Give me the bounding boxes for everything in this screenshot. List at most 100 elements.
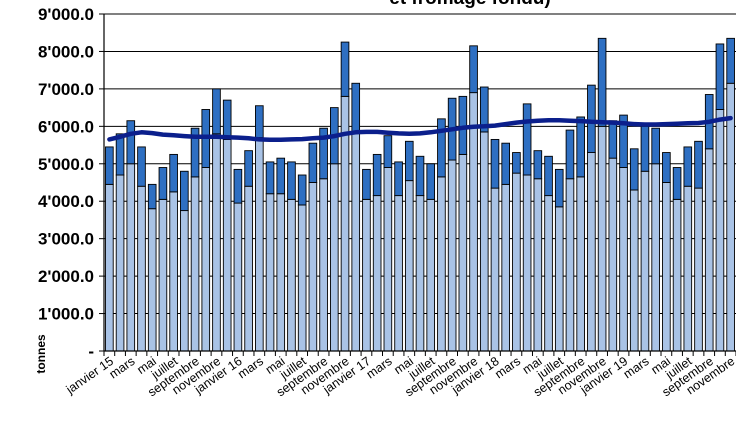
bar-lower-segment <box>319 178 328 352</box>
bar-lower-segment <box>308 182 318 352</box>
bar-lower-segment <box>105 183 114 352</box>
bar-lower-segment <box>351 131 361 352</box>
bar-lower-segment <box>362 198 371 352</box>
bar-lower-segment <box>715 109 725 352</box>
axes <box>99 13 736 356</box>
bar-upper-segment <box>255 105 264 139</box>
bar-lower-segment <box>394 195 403 352</box>
y-tick-label: 8'000.0 <box>38 42 94 61</box>
bar-upper-segment <box>276 157 286 195</box>
bar-upper-segment <box>662 152 671 183</box>
bar-upper-segment <box>533 150 543 180</box>
bar-lower-segment <box>629 189 639 352</box>
y-tick-label: - <box>88 342 94 361</box>
bar-upper-segment <box>287 161 296 200</box>
bar-upper-segment <box>554 168 564 208</box>
x-tick-label: mars <box>107 354 138 381</box>
bar-lower-segment <box>147 208 157 352</box>
bar-lower-segment <box>180 210 189 352</box>
y-tick-label: 2'000.0 <box>38 267 94 286</box>
bar-lower-segment <box>447 159 457 352</box>
bar-lower-segment <box>608 157 618 352</box>
bar-upper-segment <box>479 86 489 133</box>
bar-upper-segment <box>469 45 478 94</box>
bar-upper-segment <box>394 161 403 197</box>
bar-lower-segment <box>137 185 146 352</box>
bar-upper-segment <box>576 116 585 178</box>
bar-lower-segment <box>554 206 564 352</box>
bar-lower-segment <box>297 204 307 352</box>
bar-lower-segment <box>501 183 511 352</box>
bar-lower-segment <box>426 198 436 352</box>
bar-lower-segment <box>683 185 693 352</box>
bar-upper-segment <box>180 170 189 212</box>
bar-upper-segment <box>587 84 596 153</box>
bar-lower-segment <box>469 92 478 352</box>
trend-line <box>107 115 733 143</box>
bar-lower-segment <box>255 137 264 352</box>
bar-upper-segment <box>715 43 725 110</box>
bar-lower-segment <box>640 170 650 352</box>
bar-upper-segment <box>597 37 607 127</box>
y-tick-labels: - 1'000.0 2'000.0 3'000.0 4'000.0 5'000.0 6'00… <box>38 5 94 361</box>
y-tick-label: 7'000.0 <box>38 80 94 99</box>
bar-lower-segment <box>276 193 286 352</box>
bar-upper-segment <box>629 148 639 191</box>
bar-lower-segment <box>512 172 521 352</box>
bar-upper-segment <box>190 127 200 178</box>
bar-lower-segment <box>169 191 178 352</box>
bar-lower-segment <box>576 176 585 352</box>
bar-lower-segment <box>383 167 393 352</box>
bar-upper-segment <box>158 167 168 200</box>
y-axis-label: tonnes <box>34 334 48 374</box>
bar-lower-segment <box>597 125 607 352</box>
bar-upper-segment <box>694 140 703 189</box>
bar-lower-segment <box>662 182 671 352</box>
x-tick-label: mars <box>621 354 652 381</box>
y-tick-label: 4'000.0 <box>38 192 94 211</box>
bar-lower-segment <box>694 187 703 352</box>
bar-lower-segment <box>533 178 543 352</box>
x-tick-label: mars <box>364 354 395 381</box>
bar-upper-segment <box>105 146 114 185</box>
bar-upper-segment <box>501 142 511 185</box>
bar-upper-segment <box>372 153 382 197</box>
bar-lower-segment <box>544 195 553 352</box>
bar-upper-segment <box>383 135 393 168</box>
bar-upper-segment <box>683 146 693 187</box>
bar-upper-segment <box>212 88 221 135</box>
bar-lower-segment <box>415 195 425 352</box>
bar-lower-segment <box>115 174 125 352</box>
bar-lower-segment <box>565 178 575 352</box>
bar-upper-segment <box>147 183 157 210</box>
x-tick-labels: janvier 15marsmaijuilletseptembrenovembr… <box>63 354 736 400</box>
bar-upper-segment <box>726 37 735 84</box>
bar-lower-segment <box>329 163 339 352</box>
x-tick-label: mars <box>235 354 266 381</box>
bar-lower-segment <box>651 163 660 352</box>
bar-upper-segment <box>437 118 446 178</box>
bar-lower-segment <box>672 198 682 352</box>
bar-lower-segment <box>212 133 221 352</box>
bar-upper-segment <box>362 168 371 200</box>
bar-upper-segment <box>619 114 628 168</box>
bar-lower-segment <box>619 167 628 352</box>
bar-lower-segment <box>726 82 735 352</box>
y-tick-label: 6'000.0 <box>38 117 94 136</box>
bar-upper-segment <box>126 120 136 165</box>
bar-upper-segment <box>340 41 350 97</box>
bar-upper-segment <box>351 82 361 133</box>
bar-upper-segment <box>233 168 243 204</box>
bar-lower-segment <box>479 131 489 352</box>
bar-upper-segment <box>544 155 553 197</box>
bar-upper-segment <box>297 174 307 206</box>
bar-lower-segment <box>265 193 275 352</box>
chart-title: et fromage fondu) <box>389 0 551 9</box>
bar-lower-segment <box>201 167 211 352</box>
bar-upper-segment <box>222 99 232 140</box>
bar-lower-segment <box>190 176 200 352</box>
bar-lower-segment <box>222 138 232 352</box>
bar-lower-segment <box>522 174 532 352</box>
bar-upper-segment <box>308 142 318 183</box>
bar-upper-segment <box>415 155 425 197</box>
